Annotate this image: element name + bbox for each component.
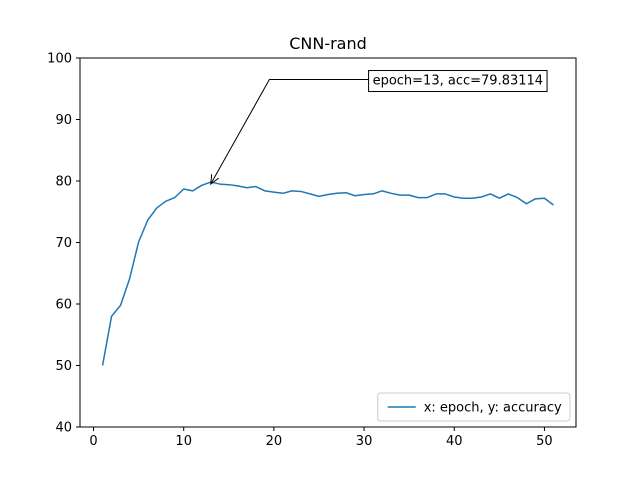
y-tick-label: 40	[55, 421, 72, 436]
legend-box	[377, 392, 571, 422]
legend-label: x: epoch, y: accuracy	[424, 401, 562, 416]
y-tick-label: 50	[55, 359, 72, 374]
y-tick-label: 100	[47, 52, 72, 67]
legend: x: epoch, y: accuracy	[377, 392, 571, 422]
axes: 0 10 20 30 40 50 40 50 60 70 80 90 100	[47, 52, 577, 449]
x-tick-label: 20	[266, 434, 283, 449]
annotation-arrowhead	[210, 174, 219, 186]
annotation-label: epoch=13, acc=79.83114	[373, 74, 543, 89]
y-tick-label: 60	[55, 298, 72, 313]
annotation: epoch=13, acc=79.83114	[210, 70, 548, 186]
series-line	[101, 181, 554, 366]
x-tick-label: 0	[89, 434, 97, 449]
x-tick-label: 40	[446, 434, 463, 449]
chart-title: CNN-rand	[289, 34, 367, 53]
x-tick-label: 10	[175, 434, 192, 449]
plot-area	[101, 181, 554, 366]
x-tick-label: 30	[356, 434, 373, 449]
y-tick-label: 70	[55, 236, 72, 251]
annotation-box	[368, 70, 548, 93]
y-tick-label: 80	[55, 175, 72, 190]
x-tick-label: 50	[536, 434, 553, 449]
y-tick-label: 90	[55, 113, 72, 128]
annotation-arrow	[210, 79, 369, 185]
